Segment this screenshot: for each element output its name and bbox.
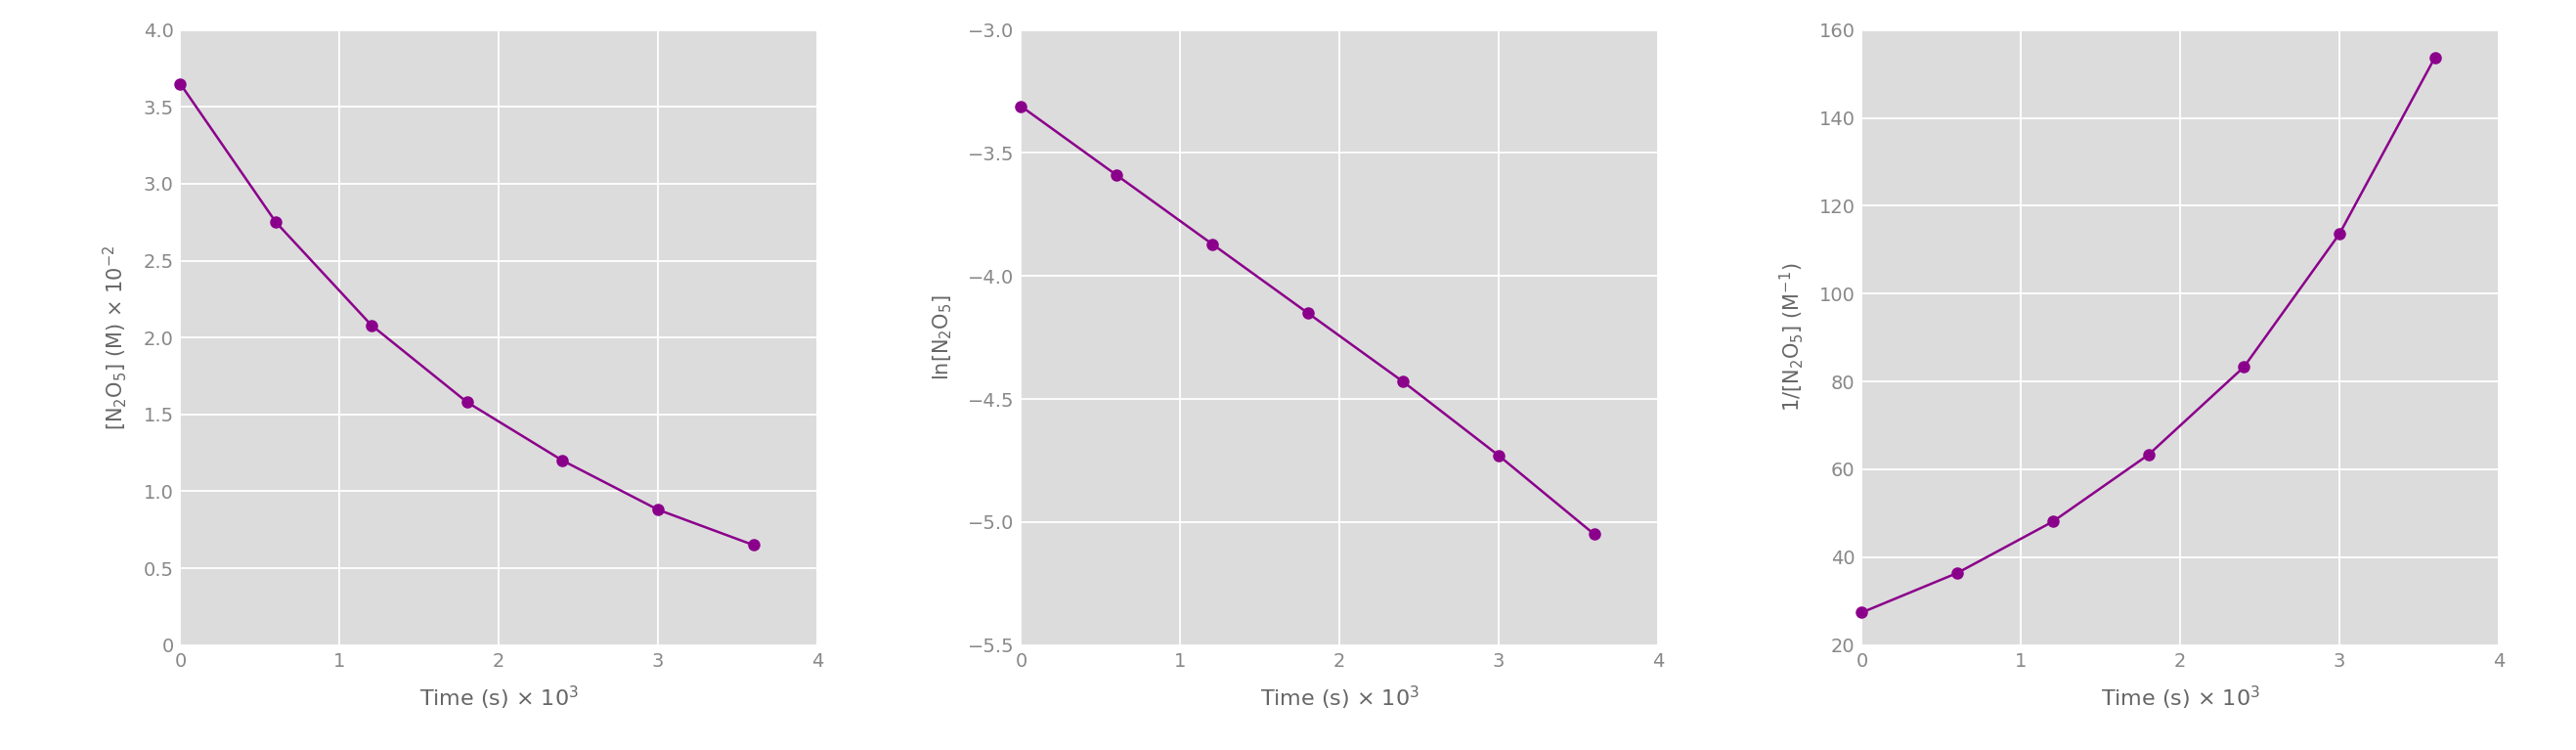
Y-axis label: $1/[\mathrm{N_2O_5}]$ (M$^{-1}$): $1/[\mathrm{N_2O_5}]$ (M$^{-1}$) bbox=[1777, 263, 1806, 412]
X-axis label: Time (s) $\times$ 10$^3$: Time (s) $\times$ 10$^3$ bbox=[1260, 684, 1419, 712]
Y-axis label: $[\mathrm{N_2O_5}]$ (M) $\times$ 10$^{-2}$: $[\mathrm{N_2O_5}]$ (M) $\times$ 10$^{-2… bbox=[100, 245, 129, 430]
X-axis label: Time (s) $\times$ 10$^3$: Time (s) $\times$ 10$^3$ bbox=[2099, 684, 2259, 712]
X-axis label: Time (s) $\times$ 10$^3$: Time (s) $\times$ 10$^3$ bbox=[420, 684, 580, 712]
Y-axis label: $\ln[\mathrm{N_2O_5}]$: $\ln[\mathrm{N_2O_5}]$ bbox=[930, 295, 953, 380]
